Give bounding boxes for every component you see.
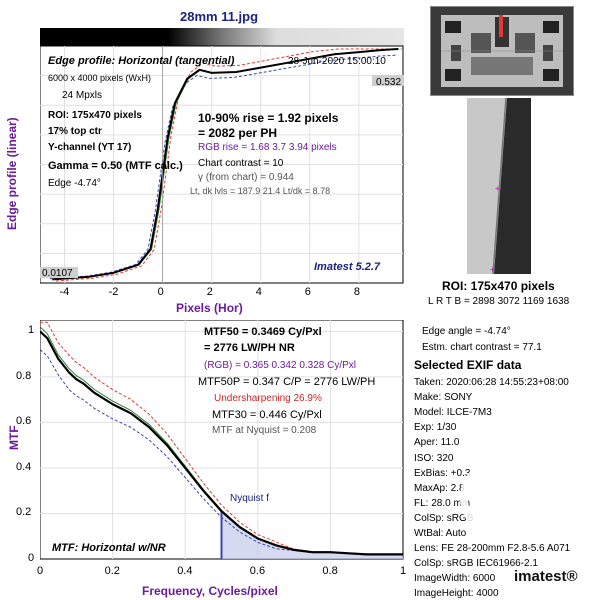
exif-row: Aper: 11.0 (414, 437, 460, 449)
exif-row: ColSp: sRGB IEC61966-2.1 (414, 558, 538, 570)
mtf-x-tick: 0.4 (177, 565, 193, 577)
exif-heading: Selected EXIF data (414, 358, 522, 372)
edge-x-tick: 2 (206, 286, 213, 298)
mtf-rgb: (RGB) = 0.365 0.342 0.328 Cy/Pxl (204, 360, 357, 371)
edge-x-tick: 6 (304, 286, 311, 298)
edge-x-tick: 0 (157, 286, 164, 298)
rise-line-1: 10-90% rise = 1.92 pixels (198, 111, 339, 125)
mtf-y-tick: 1 (28, 324, 35, 337)
min-value-bg (40, 267, 78, 278)
exif-row: ColSp: sRGB (414, 512, 474, 524)
rise-gamma-chart: γ (from chart) = 0.944 (198, 172, 294, 183)
imatest-version: Imatest 5.2.7 (314, 261, 381, 273)
svg-text:+: + (490, 265, 495, 274)
edge-min-value: 0.0107 (42, 268, 73, 279)
mtf50-lwph: = 2776 LW/PH NR (204, 342, 295, 354)
mtf30: MTF30 = 0.446 Cy/Pxl (212, 409, 322, 421)
mtf-x-tick: 0.6 (249, 565, 266, 577)
chart-thumbnail (430, 6, 574, 96)
edge-x-label: Pixels (Hor) (176, 301, 243, 315)
info-image-size: 6000 x 4000 pixels (WxH) (48, 73, 152, 83)
mtf50: MTF50 = 0.3469 Cy/Pxl (204, 326, 322, 338)
rise-line-2: = 2082 per PH (198, 126, 278, 140)
edge-y-label: Edge profile (linear) (5, 117, 19, 230)
edge-angle: Edge angle = -4.74° (422, 326, 511, 337)
exif-row: Lens: FE 28-200mm F2.8-5.6 A071 (414, 543, 571, 555)
edge-plot-title: Edge profile: Horizontal (tangential) (48, 55, 235, 67)
mtf-y-tick: 0.4 (16, 460, 32, 473)
exif-row: MaxAp: 2.8 (414, 482, 465, 494)
info-location: 17% top ctr (48, 126, 102, 137)
roi-title: ROI: 175x470 pixels (442, 279, 555, 293)
mtf-red-curve (40, 321, 403, 555)
edge-profile-svg (39, 28, 404, 284)
mtf-luminance-curve (39, 330, 403, 556)
exif-row: ISO: 320 (414, 452, 454, 464)
edge-red-curve (55, 48, 402, 282)
undersharpening: Undersharpening 26.9% (214, 393, 322, 404)
info-edge: Edge -4.74° (48, 178, 101, 189)
mtf-y-tick: 0.6 (16, 415, 32, 428)
exif-row: ImageHeight: 4000 (414, 588, 499, 600)
edge-max-value: 0.532 (376, 77, 402, 88)
imatest-logo: imatest® (514, 568, 578, 585)
mtf-y-label: MTF (7, 425, 21, 450)
edge-luminance-curve (52, 48, 399, 281)
nyquist-label: Nyquist f (230, 493, 269, 504)
mtf50p: MTF50P = 0.347 C/P = 2776 LW/PH (198, 376, 376, 388)
mtf-x-label: Frequency, Cycles/pixel (142, 584, 278, 598)
rise-chart-contrast: Chart contrast = 10 (198, 158, 284, 169)
mtf-plot (39, 319, 404, 560)
mtf-y-tick: 0.8 (16, 369, 32, 382)
edge-plot-date: 28-Jun-2020 15:00:10 (288, 56, 386, 67)
edge-blue-curve (49, 54, 396, 280)
roi-coords: L R T B = 2898 3072 1169 1638 (428, 296, 570, 307)
window-title: 28mm 11.jpg (180, 9, 259, 24)
edge-x-tick: 4 (255, 286, 262, 298)
exif-row: Taken: 2020:06:28 14:55:23+08:00 (414, 377, 569, 388)
exif-row: Make: SONY (414, 392, 473, 404)
edge-x-tick: -2 (108, 286, 119, 298)
rise-rgb: RGB rise = 1.68 3.7 3.94 pixels (198, 142, 337, 153)
max-value-bg (372, 75, 404, 86)
info-mpxls: 24 Mpxls (62, 90, 103, 101)
mtf-y-tick: 0 (28, 552, 35, 564)
exif-row: ExBias: +0.3 (414, 467, 471, 479)
exif-row: ImageWidth: 6000 (414, 573, 496, 585)
imatest-watermark-icon (460, 458, 540, 538)
edge-x-tick: -4 (59, 286, 70, 298)
info-channel: Y-channel (YT 17) (48, 142, 132, 153)
exif-row: WtBal: Auto (414, 528, 467, 539)
svg-text:+: + (495, 184, 500, 193)
mtf-svg (39, 319, 404, 560)
edge-x-tick: 8 (353, 286, 360, 298)
exif-row: FL: 28.0 mm (414, 497, 471, 509)
nyquist-fill (221, 511, 403, 559)
edge-profile-plot (39, 28, 404, 284)
mtf-plot-label: MTF: Horizontal w/NR (52, 542, 166, 554)
chart-contrast-estimate: Estm. chart contrast = 77.1 (422, 342, 542, 353)
mtf-x-tick: 0.2 (104, 565, 120, 577)
mtf-x-tick: 0.8 (322, 565, 338, 577)
mtf-at-nyquist: MTF at Nyquist = 0.208 (212, 425, 317, 436)
info-roi: ROI: 175x470 pixels (48, 110, 142, 121)
edge-gradient-band (40, 28, 404, 46)
exif-row: Exp: 1/30 (414, 422, 457, 434)
info-gamma: Gamma = 0.50 (MTF calc.) (48, 160, 183, 172)
mtf-x-tick: 1 (400, 565, 407, 577)
mtf-y-tick: 0.2 (16, 506, 32, 519)
roi-crop-image: + + (467, 97, 531, 275)
exif-row: Model: ILCE-7M3 (414, 407, 492, 419)
rise-levels: Lt, dk lvls = 187.9 21.4 Lt/dk = 8.78 (190, 186, 331, 196)
mtf-x-tick: 0 (37, 565, 44, 577)
